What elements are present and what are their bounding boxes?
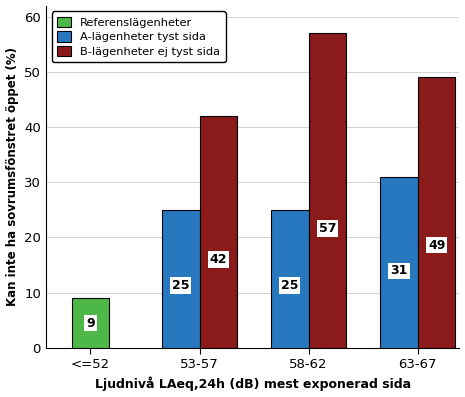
Y-axis label: Kan inte ha sovrumsfönstret öppet (%): Kan inte ha sovrumsfönstret öppet (%) (6, 47, 19, 306)
Bar (271, 210, 309, 348)
Text: 57: 57 (319, 222, 336, 235)
Bar (199, 116, 237, 348)
Text: 25: 25 (172, 279, 189, 292)
X-axis label: Ljudnivå LAeq,24h (dB) mest exponerad sida: Ljudnivå LAeq,24h (dB) mest exponerad si… (94, 377, 411, 391)
Bar (162, 210, 199, 348)
Text: 42: 42 (210, 253, 227, 266)
Text: 49: 49 (428, 239, 445, 252)
Text: 25: 25 (281, 279, 299, 292)
Bar (380, 177, 418, 348)
Bar (418, 77, 456, 348)
Text: 9: 9 (86, 316, 95, 330)
Text: 31: 31 (390, 264, 408, 278)
Bar (72, 298, 109, 348)
Legend: Referenslägenheter, A-lägenheter tyst sida, B-lägenheter ej tyst sida: Referenslägenheter, A-lägenheter tyst si… (52, 11, 226, 62)
Bar (309, 33, 346, 348)
